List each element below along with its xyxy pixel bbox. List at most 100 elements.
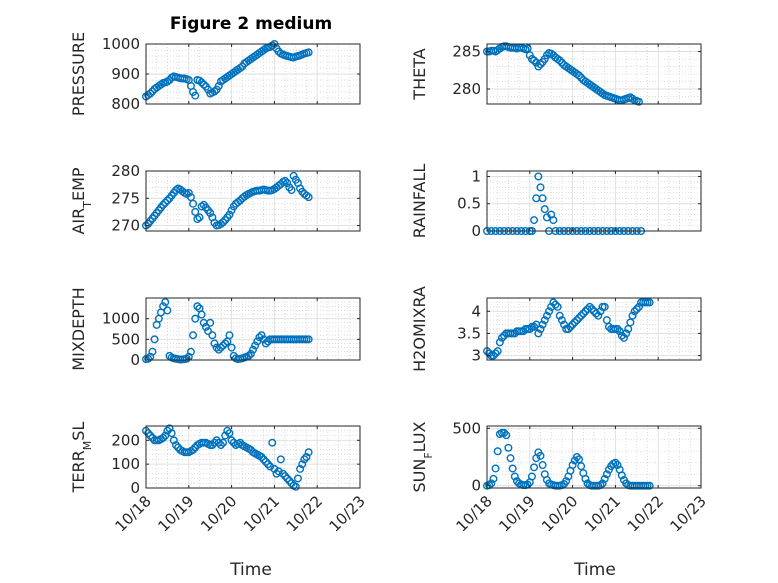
data-point [266,462,275,471]
data-point [270,464,279,473]
data-point [214,345,223,354]
data-point [555,56,564,65]
data-point [645,481,654,490]
subplot-rainfall: 0 0.5 1 RAINFALL [410,164,702,240]
data-point [221,339,230,348]
data-point [600,474,609,483]
data-point [225,429,234,438]
data-point [285,476,294,485]
data-point [287,186,296,195]
y-tick-label: 270 [111,217,140,235]
data-point [536,183,545,192]
axes-box [145,425,361,489]
data-point [165,351,174,360]
figure-title: Figure 2 medium [170,14,332,34]
data-point [296,464,305,473]
data-point [261,457,270,466]
data-point [536,60,545,69]
data-point [225,210,234,219]
data-point [148,87,157,96]
data-point [555,311,564,320]
data-point [274,467,283,476]
data-point [572,316,581,325]
data-point [210,339,219,348]
data-point [276,455,285,464]
data-point [263,460,272,469]
y-tick-label: 280 [111,162,140,180]
y-tick-label: 275 [111,189,140,207]
y-axis-label: THETA [410,48,429,100]
data-point [195,213,204,222]
data-point [304,48,313,57]
data-point [146,89,155,98]
data-point [502,431,511,440]
data-point [566,322,575,331]
data-point [189,445,198,454]
y-tick-label: 1000 [102,35,140,53]
data-point [570,318,579,327]
axes-box [145,297,361,361]
data-point [283,178,292,187]
data-point [259,455,268,464]
data-point [268,438,277,447]
data-point [163,196,172,205]
data-point [278,469,287,478]
data-point [304,335,313,344]
data-point [246,349,255,358]
axes-box [486,297,702,361]
data-point [189,199,198,208]
axes-box [486,170,702,232]
data-point [257,331,266,340]
data-point [165,424,174,433]
data-point [530,463,539,472]
data-point [216,441,225,450]
data-point [527,472,536,481]
data-point [293,474,302,483]
data-point [572,453,581,462]
data-point [594,311,603,320]
data-point [506,454,515,463]
data-point [223,426,232,435]
data-point [291,482,300,491]
data-point [542,311,551,320]
data-point [602,470,611,479]
y-axis-label: AIRTEMP [69,167,94,234]
data-point [487,479,496,488]
data-point [630,307,639,316]
data-point [622,329,631,338]
y-axis-label: TERRMSL [69,422,94,494]
y-tick-label: 1 [471,167,481,185]
data-point [536,325,545,334]
data-point [227,343,236,352]
y-tick-label: 0.5 [457,195,481,213]
data-point [163,306,172,315]
data-point [159,433,168,442]
data-point [628,311,637,320]
data-point [159,302,168,311]
data-point [497,333,506,342]
data-point [163,426,172,435]
data-point [585,302,594,311]
data-point [227,436,236,445]
data-point [208,331,217,340]
data-point [184,188,193,197]
data-point [161,298,170,307]
data-point [617,471,626,480]
data-point [206,318,215,327]
y-tick-label: 0 [471,222,481,240]
data-point [304,448,313,457]
data-point [598,479,607,488]
data-point [557,316,566,325]
data-point [575,71,584,80]
y-tick-label: 100 [111,455,140,473]
subplot-mixdepth: 0 500 1000 MIXDEPTH [69,287,361,371]
data-point [191,314,200,323]
data-point [491,464,500,473]
data-point [551,300,560,309]
data-point [189,331,198,340]
data-point [206,208,215,217]
data-point [613,461,622,470]
data-point [645,298,654,307]
